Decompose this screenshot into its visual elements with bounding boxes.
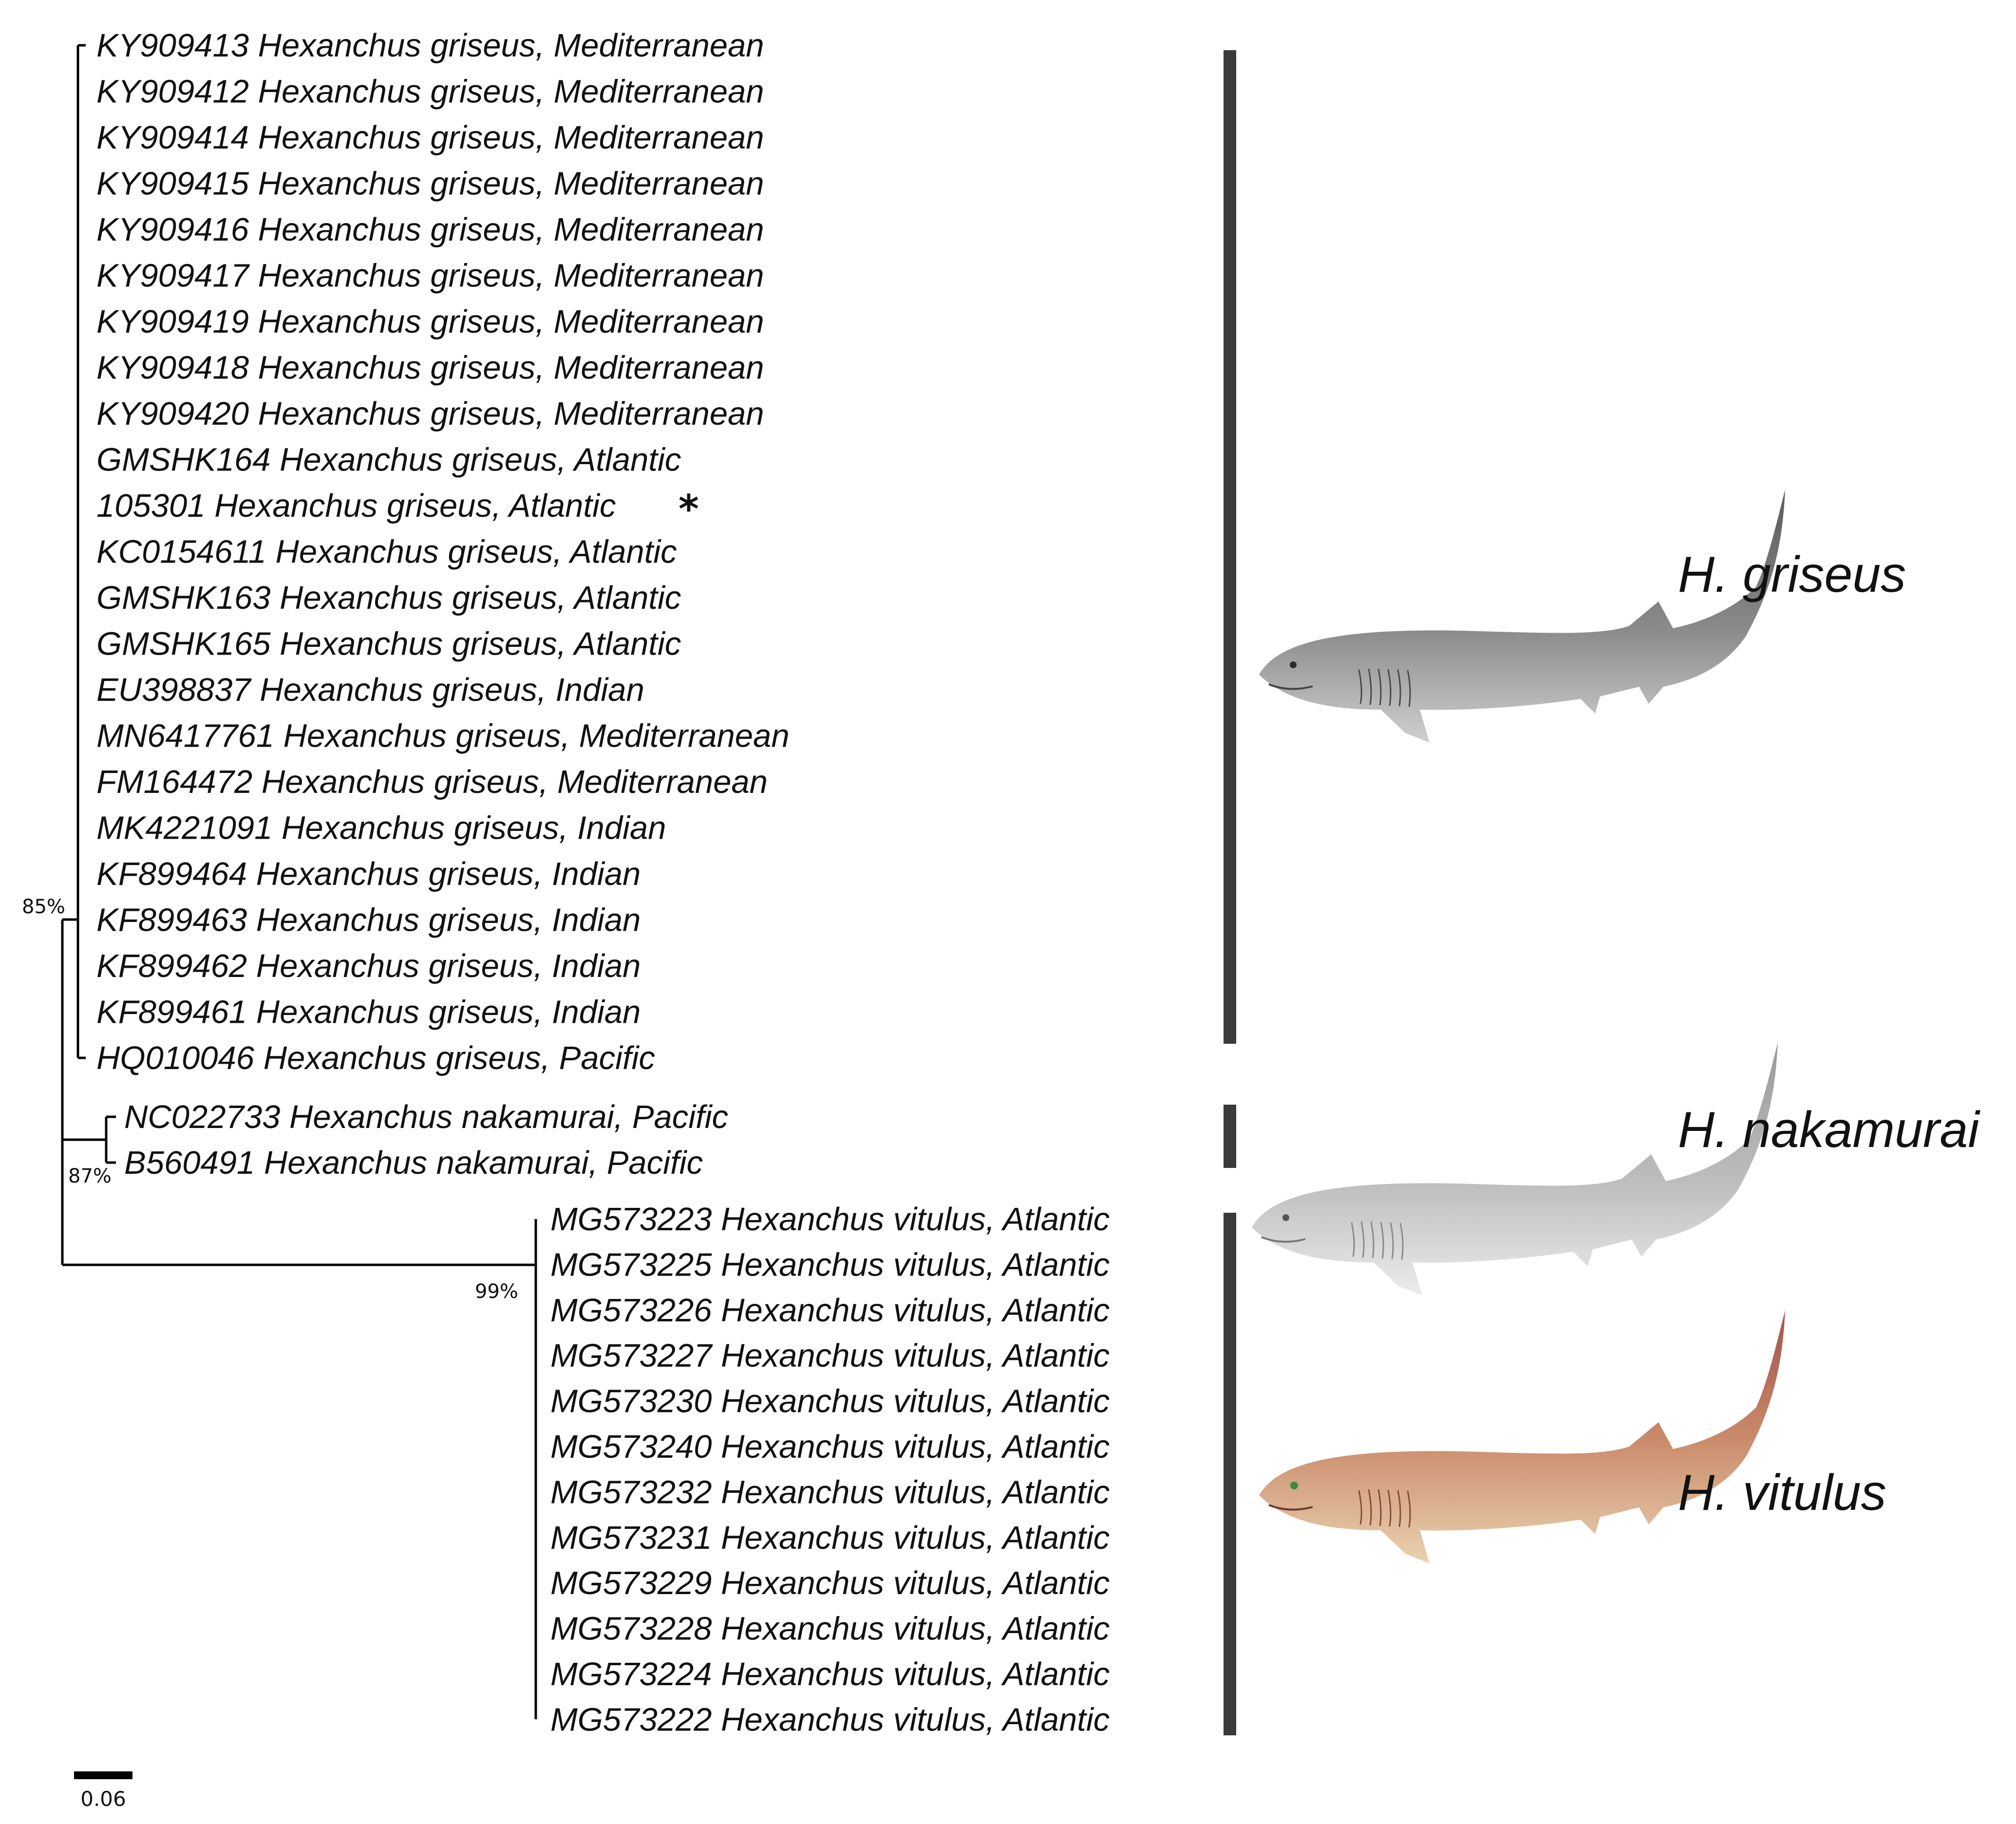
leaf-label: B560491 Hexanchus nakamurai, Pacific [124, 1145, 703, 1181]
leaf-label: MG573240 Hexanchus vitulus, Atlantic [550, 1429, 1110, 1465]
leaf-label: 105301 Hexanchus griseus, Atlantic [96, 488, 616, 524]
support-value-nakamurai: 87% [68, 1165, 112, 1187]
leaf-label: MN6417761 Hexanchus griseus, Mediterrane… [96, 718, 790, 754]
clade-bar-nakamurai [1224, 1105, 1236, 1168]
leaf-label: FM164472 Hexanchus griseus, Mediterranea… [96, 764, 768, 800]
leaf-label: NC022733 Hexanchus nakamurai, Pacific [124, 1099, 728, 1135]
vitulus-leaf-labels: MG573223 Hexanchus vitulus, Atlantic MG57… [550, 1201, 1110, 1738]
leaf-label: KY909412 Hexanchus griseus, Mediterranea… [96, 74, 764, 110]
leaf-label: KF899464 Hexanchus griseus, Indian [96, 856, 641, 892]
leaf-label: KY909416 Hexanchus griseus, Mediterranea… [96, 211, 764, 248]
leaf-label: MG573231 Hexanchus vitulus, Atlantic [550, 1520, 1110, 1556]
leaf-label: GMSHK165 Hexanchus griseus, Atlantic [96, 626, 681, 662]
nakamurai-leaf-labels: NC022733 Hexanchus nakamurai, Pacific B56… [124, 1099, 728, 1181]
tree-branches [61, 44, 537, 1719]
leaf-label: MG573224 Hexanchus vitulus, Atlantic [550, 1656, 1110, 1692]
leaf-label: MG573226 Hexanchus vitulus, Atlantic [550, 1292, 1110, 1329]
leaf-label: GMSHK163 Hexanchus griseus, Atlantic [96, 580, 681, 616]
leaf-label: KY909414 Hexanchus griseus, Mediterranea… [96, 119, 764, 156]
light-grey-shark-illustration [1252, 1042, 1778, 1296]
leaf-label: MG573227 Hexanchus vitulus, Atlantic [550, 1337, 1110, 1374]
leaf-label: KY909420 Hexanchus griseus, Mediterranea… [96, 395, 764, 432]
clade-name-nakamurai: H. nakamurai [1678, 1102, 1980, 1158]
support-value-griseus: 85% [22, 896, 65, 918]
scale-bar-label: 0.06 [80, 1787, 126, 1811]
leaf-label: KY909419 Hexanchus griseus, Mediterranea… [96, 303, 764, 340]
clade-name-vitulus: H. vitulus [1678, 1465, 1886, 1521]
leaf-label: MG573228 Hexanchus vitulus, Atlantic [550, 1611, 1110, 1647]
leaf-label: HQ010046 Hexanchus griseus, Pacific [96, 1040, 655, 1076]
leaf-label: MG573232 Hexanchus vitulus, Atlantic [550, 1474, 1110, 1510]
leaf-label: MG573230 Hexanchus vitulus, Atlantic [550, 1383, 1110, 1420]
leaf-label: GMSHK164 Hexanchus griseus, Atlantic [96, 442, 681, 478]
leaf-label: MG573223 Hexanchus vitulus, Atlantic [550, 1201, 1110, 1238]
leaf-label: MG573222 Hexanchus vitulus, Atlantic [550, 1701, 1110, 1738]
clade-bar-griseus [1224, 50, 1236, 1044]
leaf-label: KY909415 Hexanchus griseus, Mediterranea… [96, 166, 764, 202]
asterisk-marker: * [678, 487, 699, 532]
leaf-label: KY909413 Hexanchus griseus, Mediterranea… [96, 27, 764, 64]
leaf-label: KF899461 Hexanchus griseus, Indian [96, 994, 641, 1031]
clade-bar-vitulus [1224, 1213, 1236, 1735]
leaf-label: KY909418 Hexanchus griseus, Mediterranea… [96, 350, 764, 386]
leaf-label: MK4221091 Hexanchus griseus, Indian [96, 810, 666, 846]
griseus-leaf-labels: KY909413 Hexanchus griseus, Mediterranea… [96, 27, 790, 1076]
leaf-label: KY909417 Hexanchus griseus, Mediterranea… [96, 258, 764, 294]
leaf-label: KC0154611 Hexanchus griseus, Atlantic [96, 534, 677, 570]
grey-shark-illustration [1259, 489, 1785, 743]
support-value-vitulus: 99% [475, 1280, 518, 1303]
leaf-label: EU398837 Hexanchus griseus, Indian [96, 672, 644, 708]
leaf-label: MG573225 Hexanchus vitulus, Atlantic [550, 1246, 1110, 1283]
leaf-label: MG573229 Hexanchus vitulus, Atlantic [550, 1565, 1110, 1601]
leaf-label: KF899462 Hexanchus griseus, Indian [96, 948, 641, 984]
clade-name-griseus: H. griseus [1678, 546, 1906, 603]
leaf-label: KF899463 Hexanchus griseus, Indian [96, 902, 641, 939]
reddish-shark-illustration [1259, 1310, 1785, 1563]
